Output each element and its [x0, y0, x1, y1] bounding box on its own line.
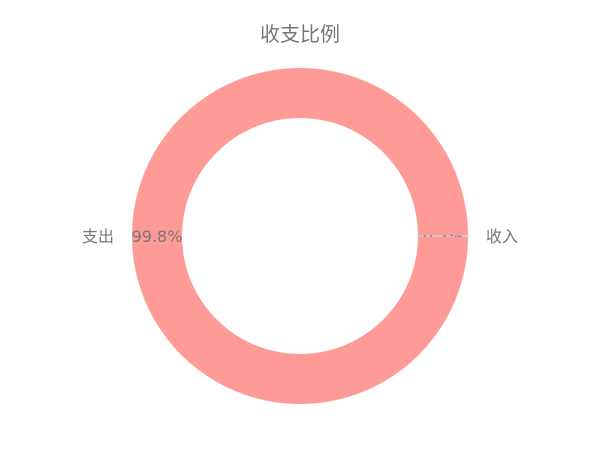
category-label-expense: 支出: [82, 227, 114, 246]
category-label-income: 收入: [486, 227, 518, 246]
pie-slice-expense[interactable]: [132, 68, 468, 405]
chart-title: 收支比例: [260, 22, 340, 46]
pie-slice-income[interactable]: [417, 234, 469, 238]
data-label-expense: 99.8%: [132, 227, 183, 246]
